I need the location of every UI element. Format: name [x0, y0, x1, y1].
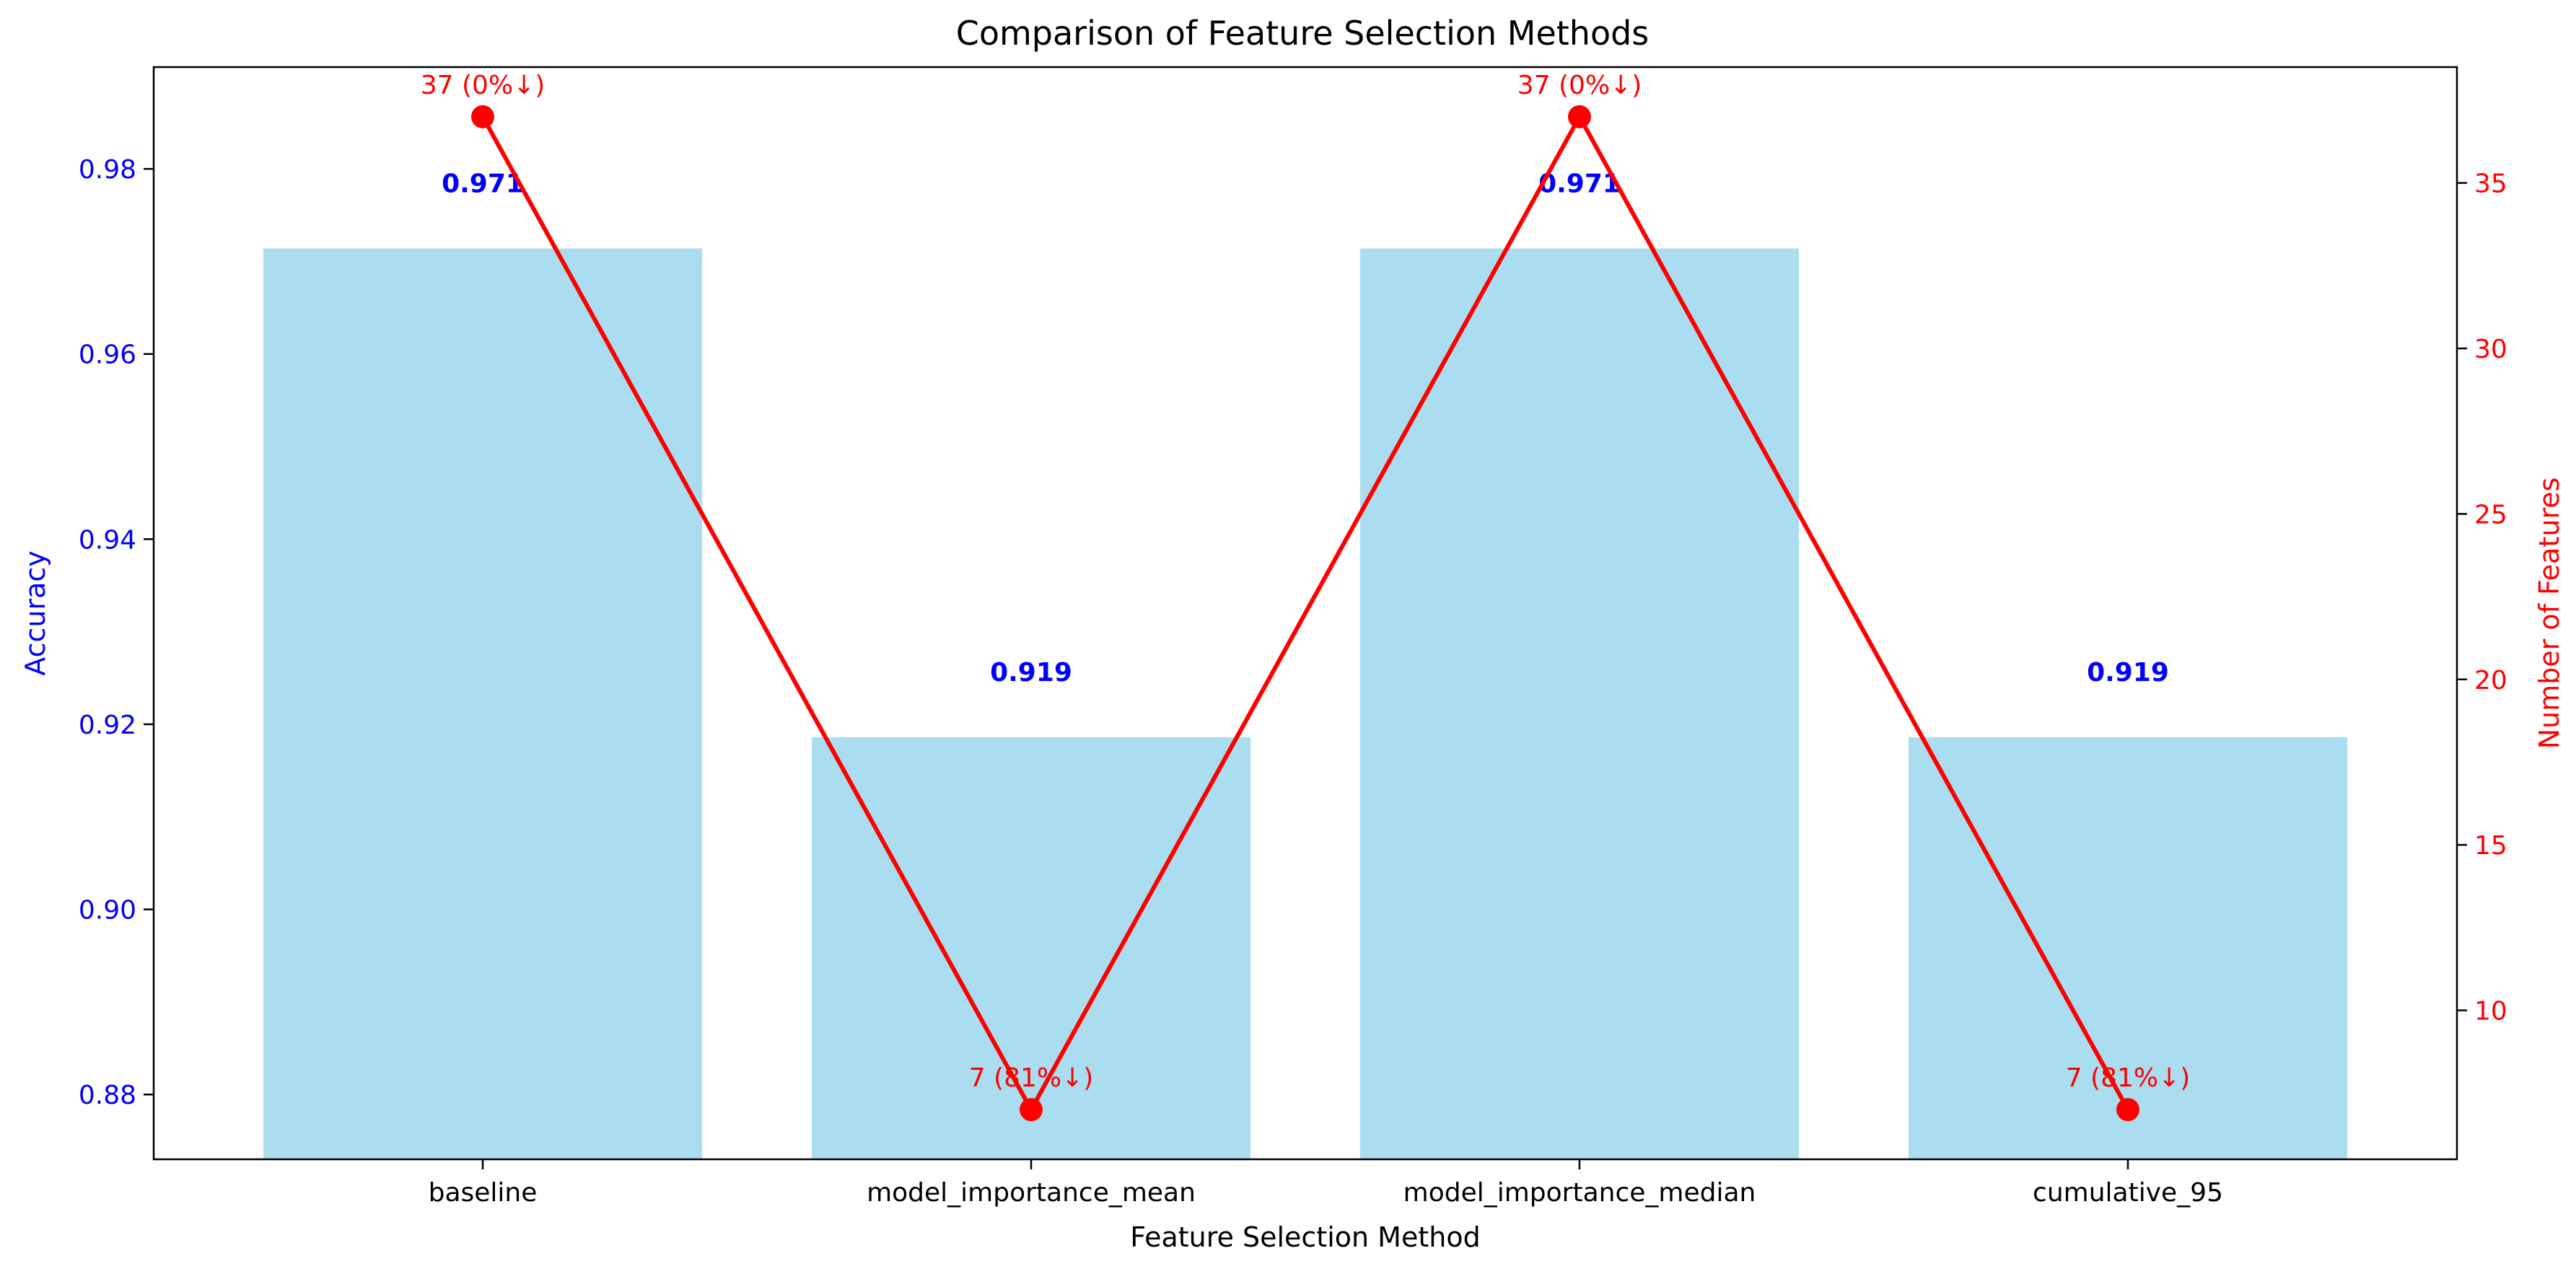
feature-count-marker — [2116, 1098, 2139, 1122]
right-y-tick-label: 10 — [2474, 997, 2507, 1027]
right-y-tick-label: 35 — [2474, 170, 2507, 199]
feature-count-line — [481, 114, 2130, 1112]
x-tick-label: model_importance_mean — [867, 1178, 1196, 1208]
x-tick-label: baseline — [429, 1178, 538, 1208]
accuracy-value-label: 0.971 — [442, 169, 524, 198]
feature-count-marker — [471, 105, 494, 128]
x-axis-title: Feature Selection Method — [1130, 1221, 1480, 1253]
feature-count-marker — [1020, 1098, 1043, 1122]
x-axis: baseline model_importance_mean model_impor… — [429, 1159, 2223, 1208]
accuracy-bar — [812, 737, 1250, 1159]
accuracy-value-label: 0.919 — [2087, 658, 2169, 687]
right-y-tick-label: 15 — [2474, 831, 2507, 861]
accuracy-value-label: 0.971 — [1538, 169, 1621, 198]
left-y-tick-label: 0.98 — [79, 155, 136, 185]
right-y-tick-label: 20 — [2474, 666, 2507, 695]
left-y-tick-label: 0.96 — [79, 341, 136, 370]
bar-value-labels: 0.971 0.919 0.971 0.919 — [442, 169, 2169, 687]
x-tick-label: cumulative_95 — [2033, 1178, 2223, 1208]
right-y-axis-title: Number of Features — [2533, 478, 2565, 750]
right-y-axis: 10 15 20 25 30 35 — [2457, 170, 2507, 1027]
bar-series — [263, 248, 2347, 1159]
chart-title: Comparison of Feature Selection Methods — [956, 14, 1650, 53]
left-y-tick-label: 0.94 — [79, 525, 136, 555]
left-y-tick-label: 0.88 — [79, 1081, 136, 1110]
accuracy-bar — [1909, 737, 2347, 1159]
left-y-tick-label: 0.92 — [79, 711, 136, 740]
accuracy-bar — [1360, 248, 1799, 1159]
plot-frame — [152, 66, 2458, 1161]
feature-count-label: 37 (0%↓) — [421, 71, 546, 100]
x-tick-label: model_importance_median — [1403, 1178, 1756, 1208]
feature-count-labels: 37 (0%↓) 7 (81%↓) 37 (0%↓) 7 (81%↓) — [421, 71, 2191, 1093]
feature-count-label: 7 (81%↓) — [969, 1063, 1094, 1093]
feature-count-label: 7 (81%↓) — [2066, 1063, 2191, 1093]
left-y-axis-title: Accuracy — [19, 550, 51, 676]
feature-count-marker — [1568, 105, 1591, 128]
right-y-tick-label: 30 — [2474, 335, 2507, 364]
left-y-axis: 0.88 0.90 0.92 0.94 0.96 0.98 — [79, 155, 154, 1110]
left-y-tick-label: 0.90 — [79, 896, 136, 926]
accuracy-value-label: 0.919 — [990, 658, 1072, 687]
right-y-tick-label: 25 — [2474, 500, 2507, 530]
feature-count-line-series — [471, 105, 2139, 1122]
accuracy-bar — [263, 248, 702, 1159]
feature-count-label: 37 (0%↓) — [1517, 71, 1642, 100]
